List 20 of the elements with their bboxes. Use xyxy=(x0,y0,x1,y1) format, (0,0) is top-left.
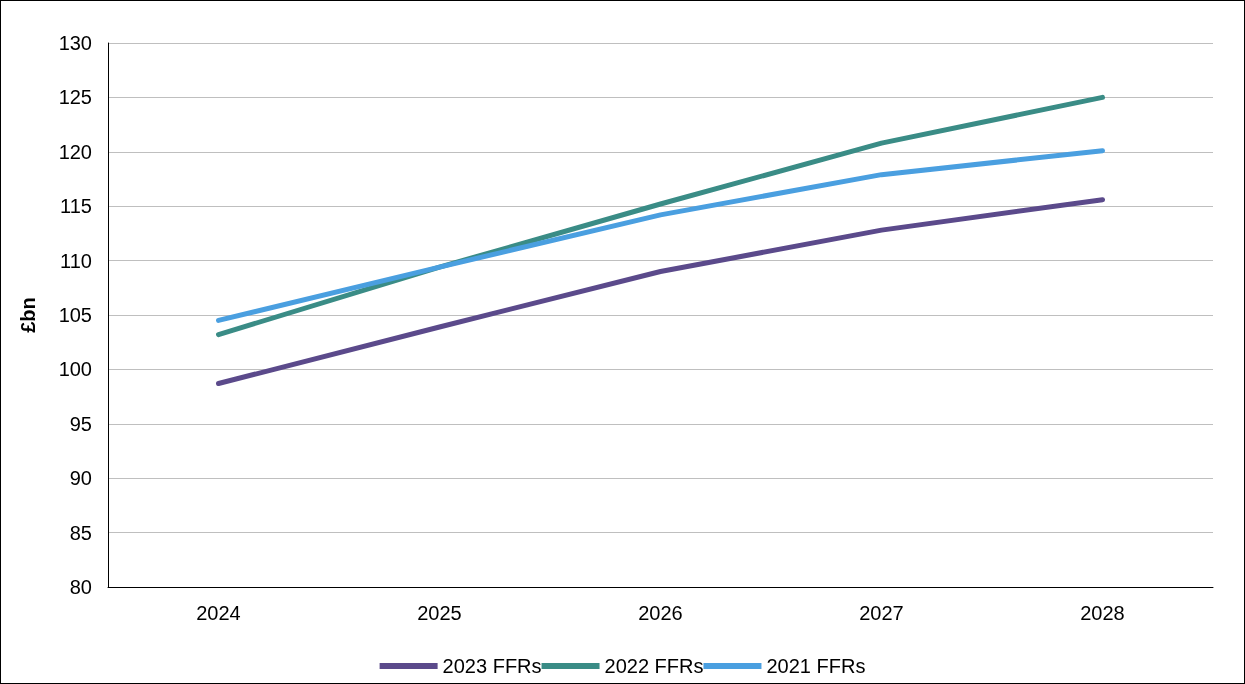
x-tick-label: 2026 xyxy=(638,602,683,624)
x-tick-label: 2027 xyxy=(859,602,904,624)
y-tick-label: 90 xyxy=(69,467,92,490)
y-axis-title: £bn xyxy=(17,297,39,333)
y-tick-label: 120 xyxy=(58,140,92,163)
legend-label: 2022 FFRs xyxy=(604,655,704,677)
y-tick-label: 115 xyxy=(60,195,92,218)
y-tick-label: 125 xyxy=(58,86,92,109)
x-tick-label: 2028 xyxy=(1080,602,1125,624)
y-tick-label: 80 xyxy=(69,576,92,598)
y-tick-label: 100 xyxy=(58,358,92,381)
y-tick-label: 130 xyxy=(58,32,92,54)
legend-label: 2021 FFRs xyxy=(766,655,866,677)
y-tick-label: 110 xyxy=(60,249,92,272)
y-tick-label: 105 xyxy=(58,304,92,326)
x-tick-label: 2025 xyxy=(417,602,462,624)
y-tick-label: 85 xyxy=(69,521,92,544)
legend-label: 2023 FFRs xyxy=(442,655,542,677)
x-tick-label: 2024 xyxy=(196,602,241,624)
y-tick-label: 95 xyxy=(69,412,92,435)
